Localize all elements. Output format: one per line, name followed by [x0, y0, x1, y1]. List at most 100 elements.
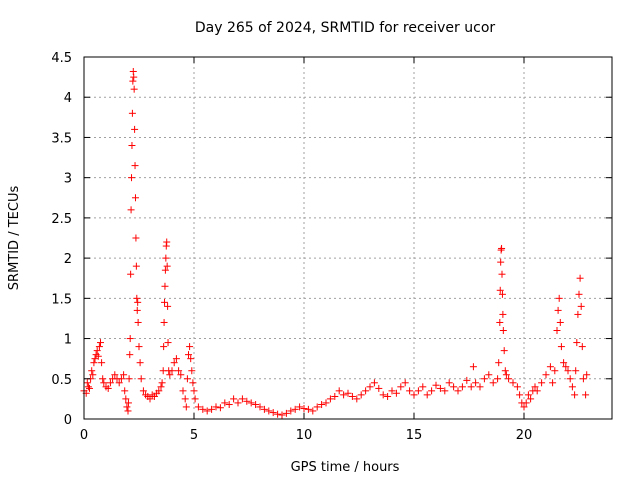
data-point — [123, 403, 131, 411]
data-point — [238, 395, 246, 403]
data-point — [187, 355, 195, 363]
data-point — [265, 407, 273, 415]
data-point — [549, 379, 557, 387]
data-point — [414, 387, 422, 395]
data-point — [384, 392, 392, 400]
data-point — [225, 401, 233, 409]
data-point — [136, 359, 144, 367]
data-point — [274, 410, 282, 418]
data-point — [410, 391, 418, 399]
y-axis-label: SRMTID / TECUs — [7, 186, 22, 291]
data-point — [155, 387, 163, 395]
data-point — [161, 266, 169, 274]
data-point — [132, 262, 140, 270]
data-point — [129, 77, 137, 85]
data-point — [139, 387, 147, 395]
data-point — [133, 306, 141, 314]
data-point — [126, 351, 134, 359]
data-point — [134, 298, 142, 306]
data-point — [95, 343, 103, 351]
data-point — [221, 399, 229, 407]
data-point — [516, 391, 524, 399]
data-point — [83, 379, 91, 387]
data-point — [469, 363, 477, 371]
data-point — [499, 310, 507, 318]
data-point — [94, 352, 102, 360]
data-point — [313, 403, 321, 411]
data-point — [126, 335, 134, 343]
chart-title: Day 265 of 2024, SRMTID for receiver uco… — [195, 20, 496, 36]
y-tick-label: 0.5 — [51, 373, 72, 388]
data-point — [247, 399, 255, 407]
data-point — [432, 381, 440, 389]
data-point — [533, 387, 541, 395]
data-point — [441, 387, 449, 395]
data-point — [575, 290, 583, 298]
data-point — [170, 359, 178, 367]
data-point — [117, 375, 125, 383]
data-point — [498, 270, 506, 278]
data-point — [100, 379, 108, 387]
y-tick-label: 3.5 — [51, 131, 72, 146]
data-point — [467, 383, 475, 391]
data-point — [353, 395, 361, 403]
data-point — [104, 384, 112, 392]
data-point — [582, 391, 590, 399]
data-point — [134, 318, 142, 326]
data-point — [546, 363, 554, 371]
data-point — [183, 375, 191, 383]
data-point — [256, 403, 264, 411]
data-point — [164, 339, 172, 347]
data-point — [553, 327, 561, 335]
data-point — [291, 405, 299, 413]
data-point — [454, 387, 462, 395]
data-point — [168, 367, 176, 375]
data-point — [131, 125, 139, 133]
x-axis-label: GPS time / hours — [291, 460, 400, 475]
data-point — [124, 407, 132, 415]
data-points — [80, 67, 591, 419]
x-tick-label: 15 — [406, 428, 423, 443]
data-point — [97, 339, 104, 347]
data-point — [566, 375, 574, 383]
y-tick-label: 3 — [64, 172, 72, 187]
data-point — [88, 367, 96, 375]
data-point — [111, 371, 119, 379]
data-point — [190, 387, 198, 395]
data-point — [555, 294, 563, 302]
data-point — [362, 387, 370, 395]
data-point — [130, 85, 138, 93]
y-tick-label: 4.5 — [51, 51, 72, 66]
data-point — [397, 383, 405, 391]
x-tick-labels: 0 5 10 15 20 — [80, 428, 532, 443]
data-point — [554, 306, 562, 314]
y-tick-label: 0 — [64, 413, 72, 428]
data-point — [388, 387, 396, 395]
data-point — [309, 407, 317, 415]
data-point — [128, 174, 136, 182]
axis-ticks — [83, 56, 612, 420]
data-point — [496, 286, 504, 294]
data-point — [562, 363, 570, 371]
data-point — [124, 399, 132, 407]
y-tick-label: 4 — [64, 91, 72, 106]
data-point — [158, 379, 166, 387]
data-point — [560, 359, 568, 367]
data-point — [163, 262, 171, 270]
data-point — [122, 395, 130, 403]
data-point — [115, 379, 123, 387]
data-point — [269, 409, 277, 417]
data-point — [509, 379, 517, 387]
data-point — [243, 397, 251, 405]
data-point — [501, 367, 509, 375]
data-point — [185, 351, 192, 359]
data-point — [133, 294, 141, 302]
data-point — [161, 282, 169, 290]
data-point — [375, 384, 383, 392]
data-point — [419, 383, 427, 391]
data-point — [557, 343, 565, 351]
data-point — [132, 234, 140, 242]
data-point — [282, 409, 290, 417]
data-point — [287, 407, 295, 415]
data-point — [572, 367, 580, 375]
